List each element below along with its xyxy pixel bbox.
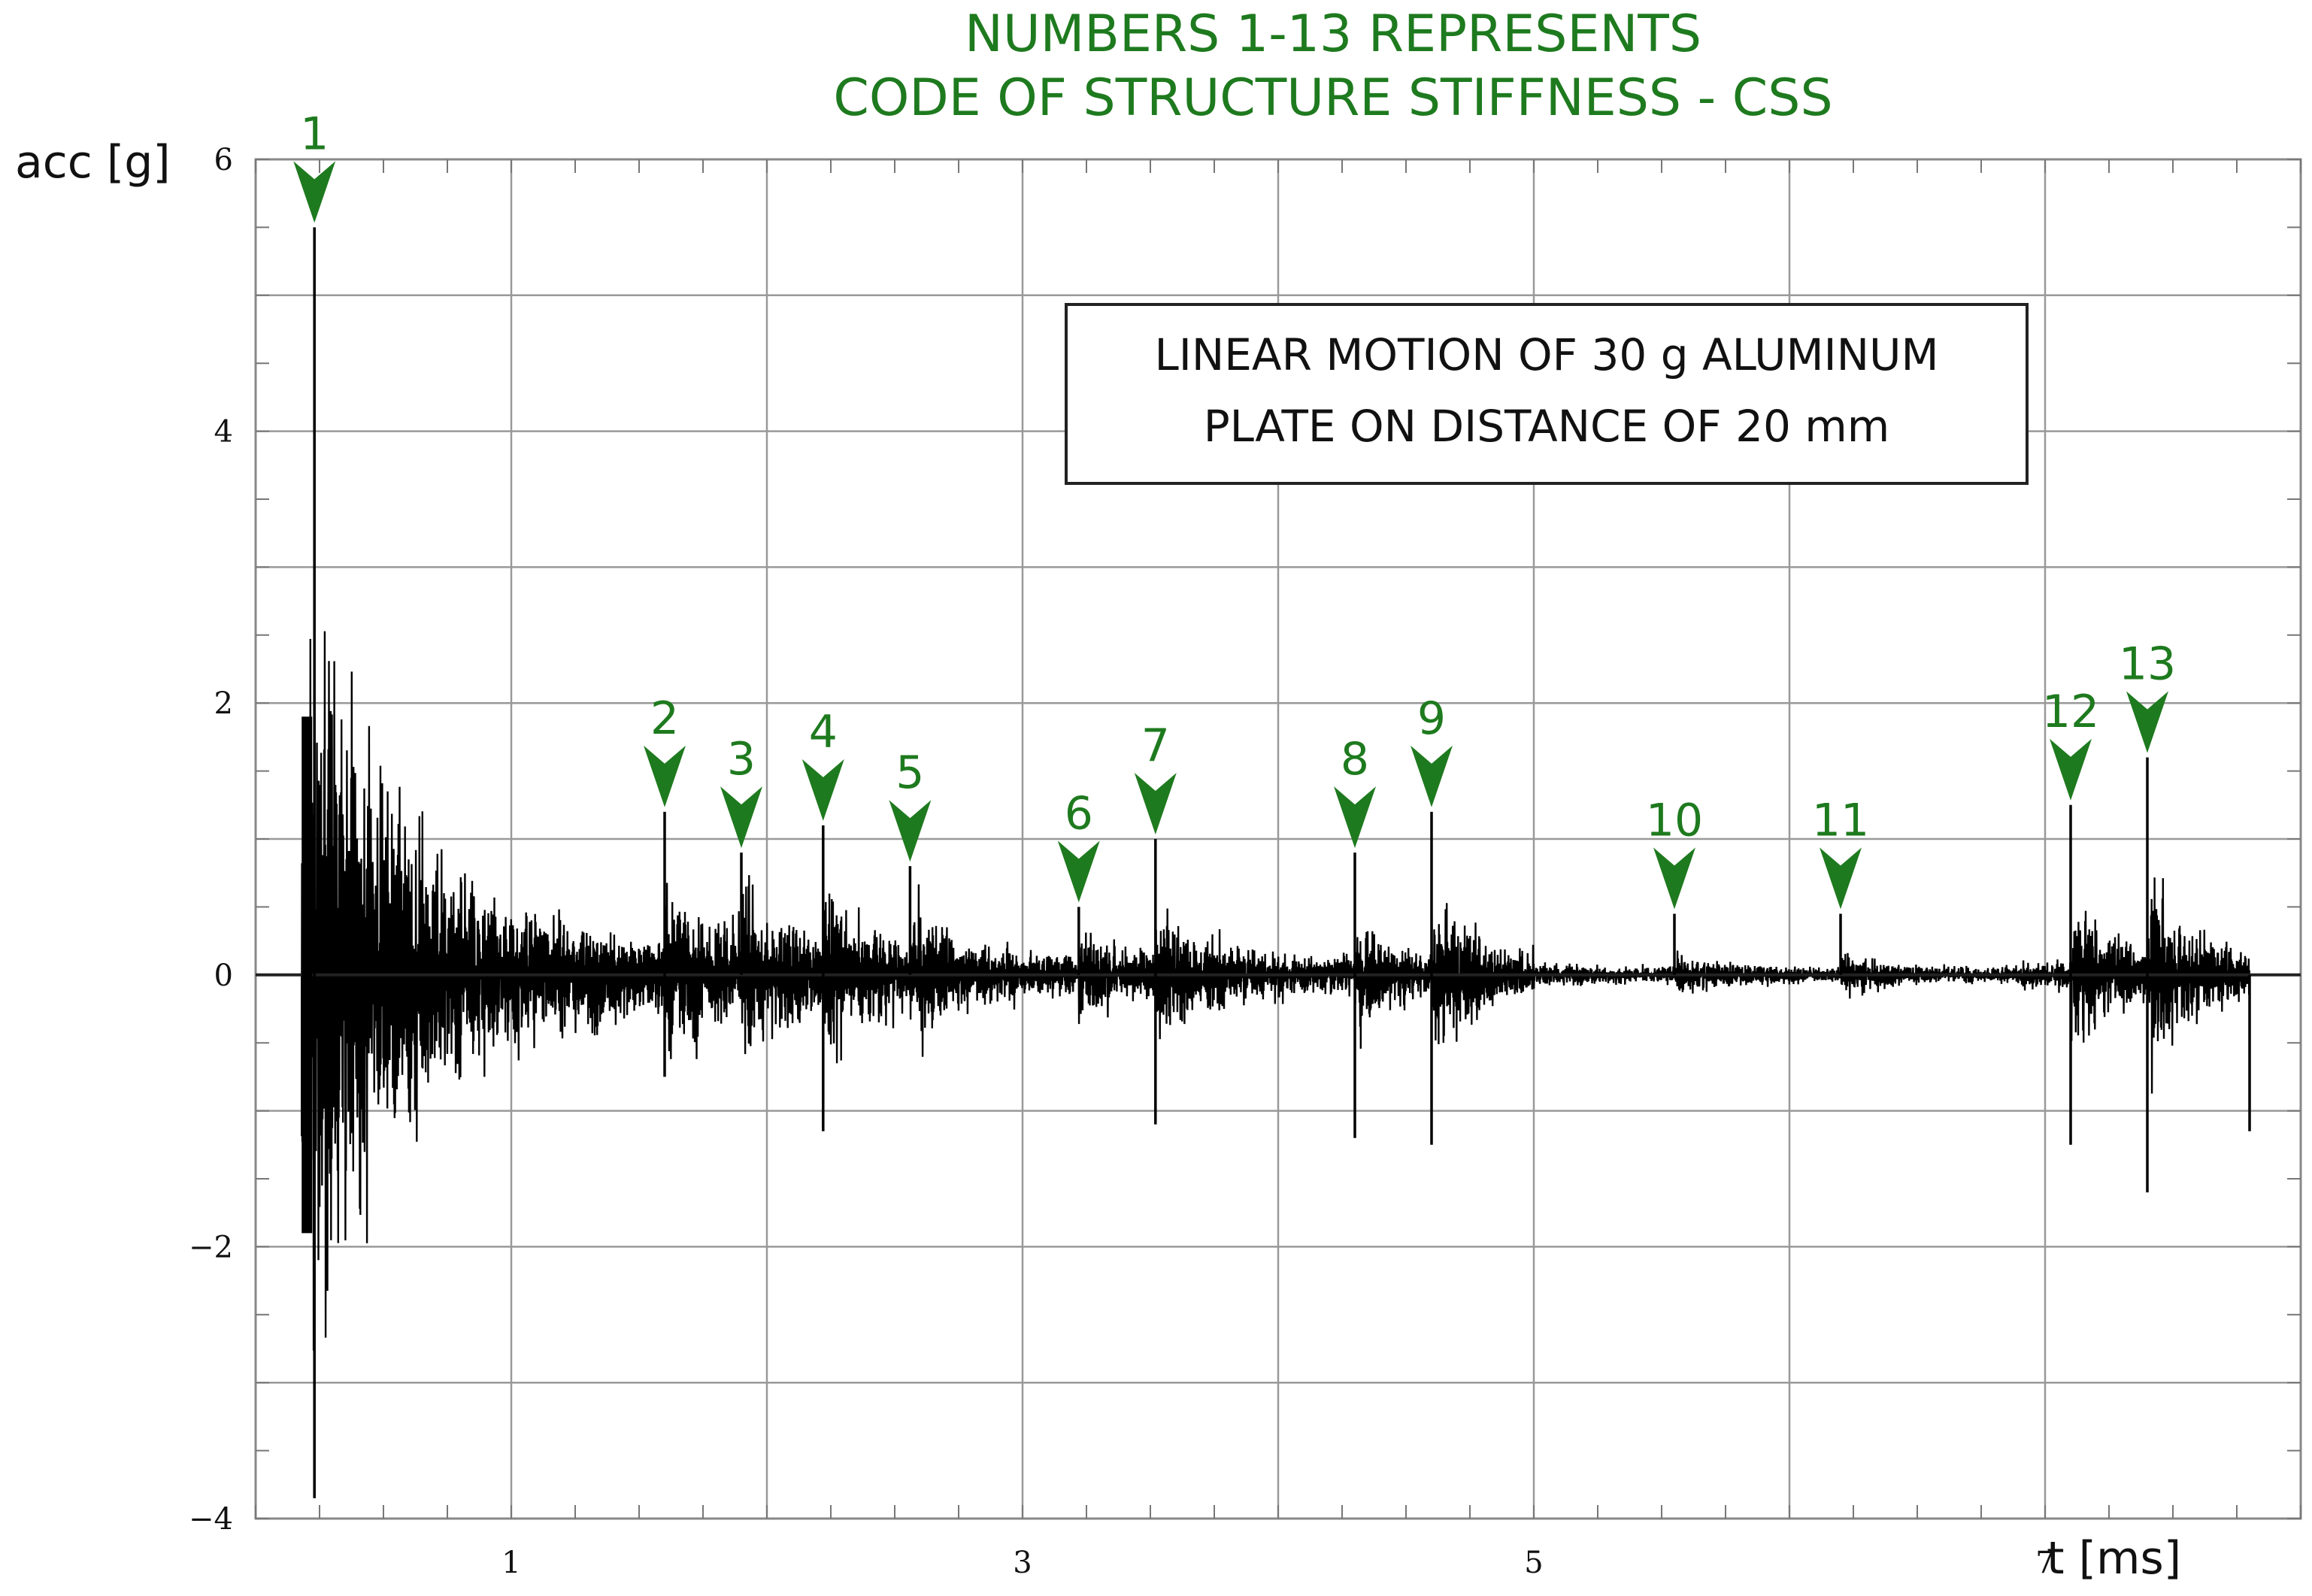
impact-burst bbox=[301, 716, 313, 1234]
css-marker-8: 8 bbox=[1334, 733, 1376, 849]
chart-title-line-2: CODE OF STRUCTURE STIFFNESS - CSS bbox=[833, 68, 1832, 128]
arrow-down-icon bbox=[1057, 840, 1100, 903]
css-marker-label: 2 bbox=[650, 692, 679, 745]
annotation-box: LINEAR MOTION OF 30 g ALUMINUM PLATE ON … bbox=[1065, 303, 2029, 485]
css-marker-label: 11 bbox=[1812, 794, 1869, 846]
arrow-down-icon bbox=[293, 161, 336, 223]
css-marker-label: 8 bbox=[1341, 733, 1369, 786]
y-tick-label: −2 bbox=[189, 1230, 233, 1264]
arrow-down-icon bbox=[2126, 691, 2168, 753]
css-marker-5: 5 bbox=[889, 747, 932, 862]
signal-trace bbox=[256, 227, 2301, 1498]
css-marker-label: 1 bbox=[300, 108, 329, 160]
css-marker-label: 13 bbox=[2119, 638, 2176, 691]
y-tick-label: −4 bbox=[189, 1502, 233, 1537]
css-marker-3: 3 bbox=[720, 733, 762, 849]
css-marker-12: 12 bbox=[2042, 686, 2099, 801]
y-tick-label: 6 bbox=[214, 143, 233, 177]
css-marker-13: 13 bbox=[2119, 638, 2176, 753]
arrow-down-icon bbox=[1411, 745, 1453, 807]
arrow-down-icon bbox=[2050, 738, 2092, 801]
x-axis-label: t [ms] bbox=[2047, 1532, 2181, 1585]
arrow-down-icon bbox=[720, 786, 762, 849]
arrow-down-icon bbox=[1334, 786, 1376, 849]
x-tick-label: 3 bbox=[1013, 1546, 1032, 1580]
axis-ticks: −4 −2 0 2 4 6 1 3 5 7 bbox=[189, 143, 2055, 1580]
css-marker-6: 6 bbox=[1057, 787, 1100, 903]
css-marker-label: 9 bbox=[1417, 692, 1446, 745]
chart-title-line-1: NUMBERS 1-13 REPRESENTS bbox=[965, 5, 1701, 64]
arrow-down-icon bbox=[1653, 847, 1695, 910]
arrow-down-icon bbox=[889, 800, 932, 862]
css-marker-label: 6 bbox=[1065, 787, 1093, 840]
css-marker-label: 12 bbox=[2042, 686, 2099, 738]
x-tick-label: 1 bbox=[501, 1546, 520, 1580]
y-tick-label: 0 bbox=[214, 959, 233, 993]
y-axis-label: acc [g] bbox=[15, 136, 171, 189]
css-marker-7: 7 bbox=[1134, 719, 1177, 834]
y-tick-label: 2 bbox=[214, 686, 233, 721]
css-marker-9: 9 bbox=[1411, 692, 1453, 807]
css-marker-label: 4 bbox=[809, 706, 838, 759]
annotation-line-1: LINEAR MOTION OF 30 g ALUMINUM bbox=[1154, 329, 1938, 380]
css-marker-1: 1 bbox=[293, 108, 336, 223]
x-tick-label: 5 bbox=[1524, 1546, 1543, 1580]
css-marker-11: 11 bbox=[1812, 794, 1869, 910]
css-marker-10: 10 bbox=[1646, 794, 1703, 910]
annotation-line-2: PLATE ON DISTANCE OF 20 mm bbox=[1204, 401, 1890, 452]
css-marker-2: 2 bbox=[644, 692, 686, 807]
arrow-down-icon bbox=[801, 759, 844, 821]
css-marker-label: 10 bbox=[1646, 794, 1703, 846]
arrow-down-icon bbox=[1134, 773, 1177, 834]
css-marker-4: 4 bbox=[801, 706, 844, 821]
css-marker-label: 7 bbox=[1141, 719, 1170, 772]
y-tick-label: 4 bbox=[214, 415, 233, 450]
arrow-down-icon bbox=[644, 745, 686, 807]
x-tick-label: 7 bbox=[2035, 1546, 2054, 1580]
arrow-down-icon bbox=[1820, 847, 1862, 910]
css-marker-label: 3 bbox=[727, 733, 756, 786]
css-marker-label: 5 bbox=[895, 747, 924, 799]
